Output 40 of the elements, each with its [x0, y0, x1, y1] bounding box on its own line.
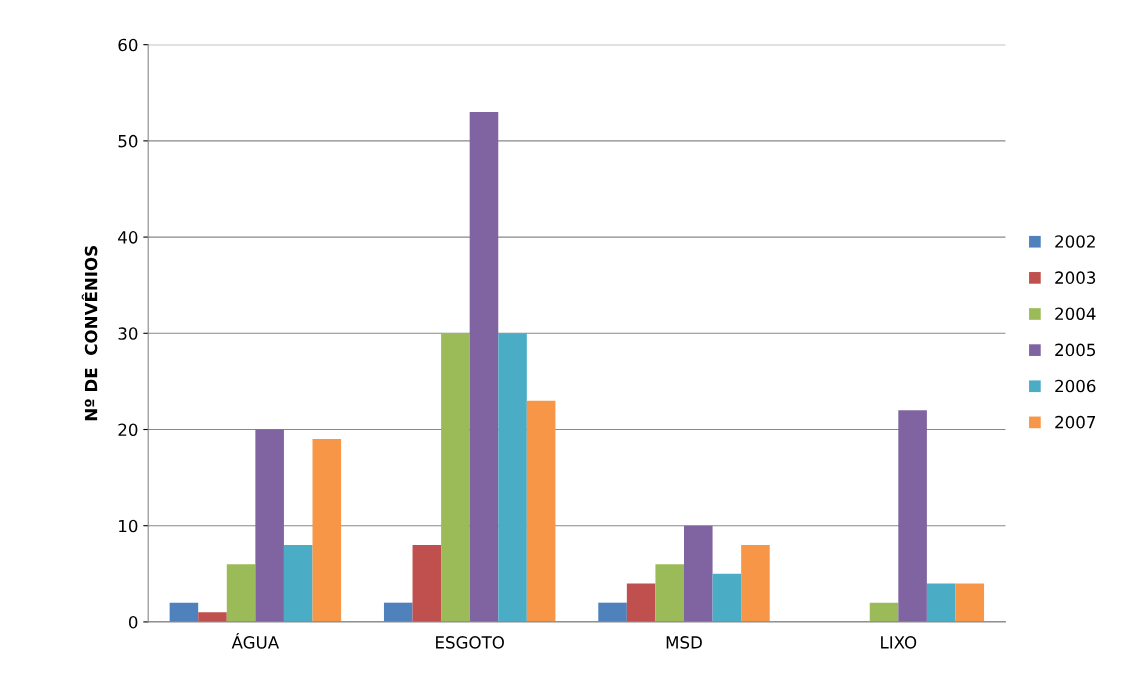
bar	[169, 602, 199, 622]
legend-label: 2002	[1055, 235, 1095, 248]
bar	[283, 544, 313, 622]
bar	[712, 573, 742, 622]
y-tick-label: 20	[118, 423, 138, 437]
legend-label: 2006	[1055, 379, 1096, 393]
bar	[598, 602, 627, 622]
bar	[684, 525, 713, 622]
y-tick-label: 50	[118, 134, 138, 148]
bar	[955, 583, 985, 622]
legend-label: 2005	[1055, 343, 1096, 357]
legend-label: 2004	[1055, 307, 1096, 321]
y-tick-label: 10	[119, 519, 138, 533]
bar	[255, 429, 284, 622]
y-axis-title: Nº DE CONVÊNIOS	[81, 246, 98, 421]
x-tick-label: ESGOTO	[436, 636, 504, 649]
bar	[741, 544, 770, 622]
bar	[412, 544, 442, 622]
y-tick-label: 30	[118, 327, 138, 340]
bar	[926, 583, 956, 622]
bar	[226, 564, 256, 622]
bar	[526, 400, 556, 622]
legend-label: 2003	[1055, 271, 1096, 284]
x-tick-label: MSD	[666, 636, 702, 649]
bar	[498, 333, 527, 622]
y-tick-label: 60	[118, 38, 138, 52]
bar	[655, 564, 684, 622]
bar	[869, 602, 899, 622]
bar	[469, 112, 499, 622]
bar	[198, 612, 227, 622]
bar	[441, 333, 470, 622]
y-tick-label: 40	[118, 231, 138, 244]
bar	[383, 602, 413, 622]
bar	[626, 583, 656, 622]
bar	[312, 439, 342, 622]
bar	[898, 410, 927, 622]
y-tick-label: 0	[128, 615, 138, 629]
x-tick-label: ÁGUA	[231, 633, 280, 649]
x-tick-label: LIXO	[881, 636, 917, 649]
legend-label: 2007	[1055, 415, 1096, 429]
